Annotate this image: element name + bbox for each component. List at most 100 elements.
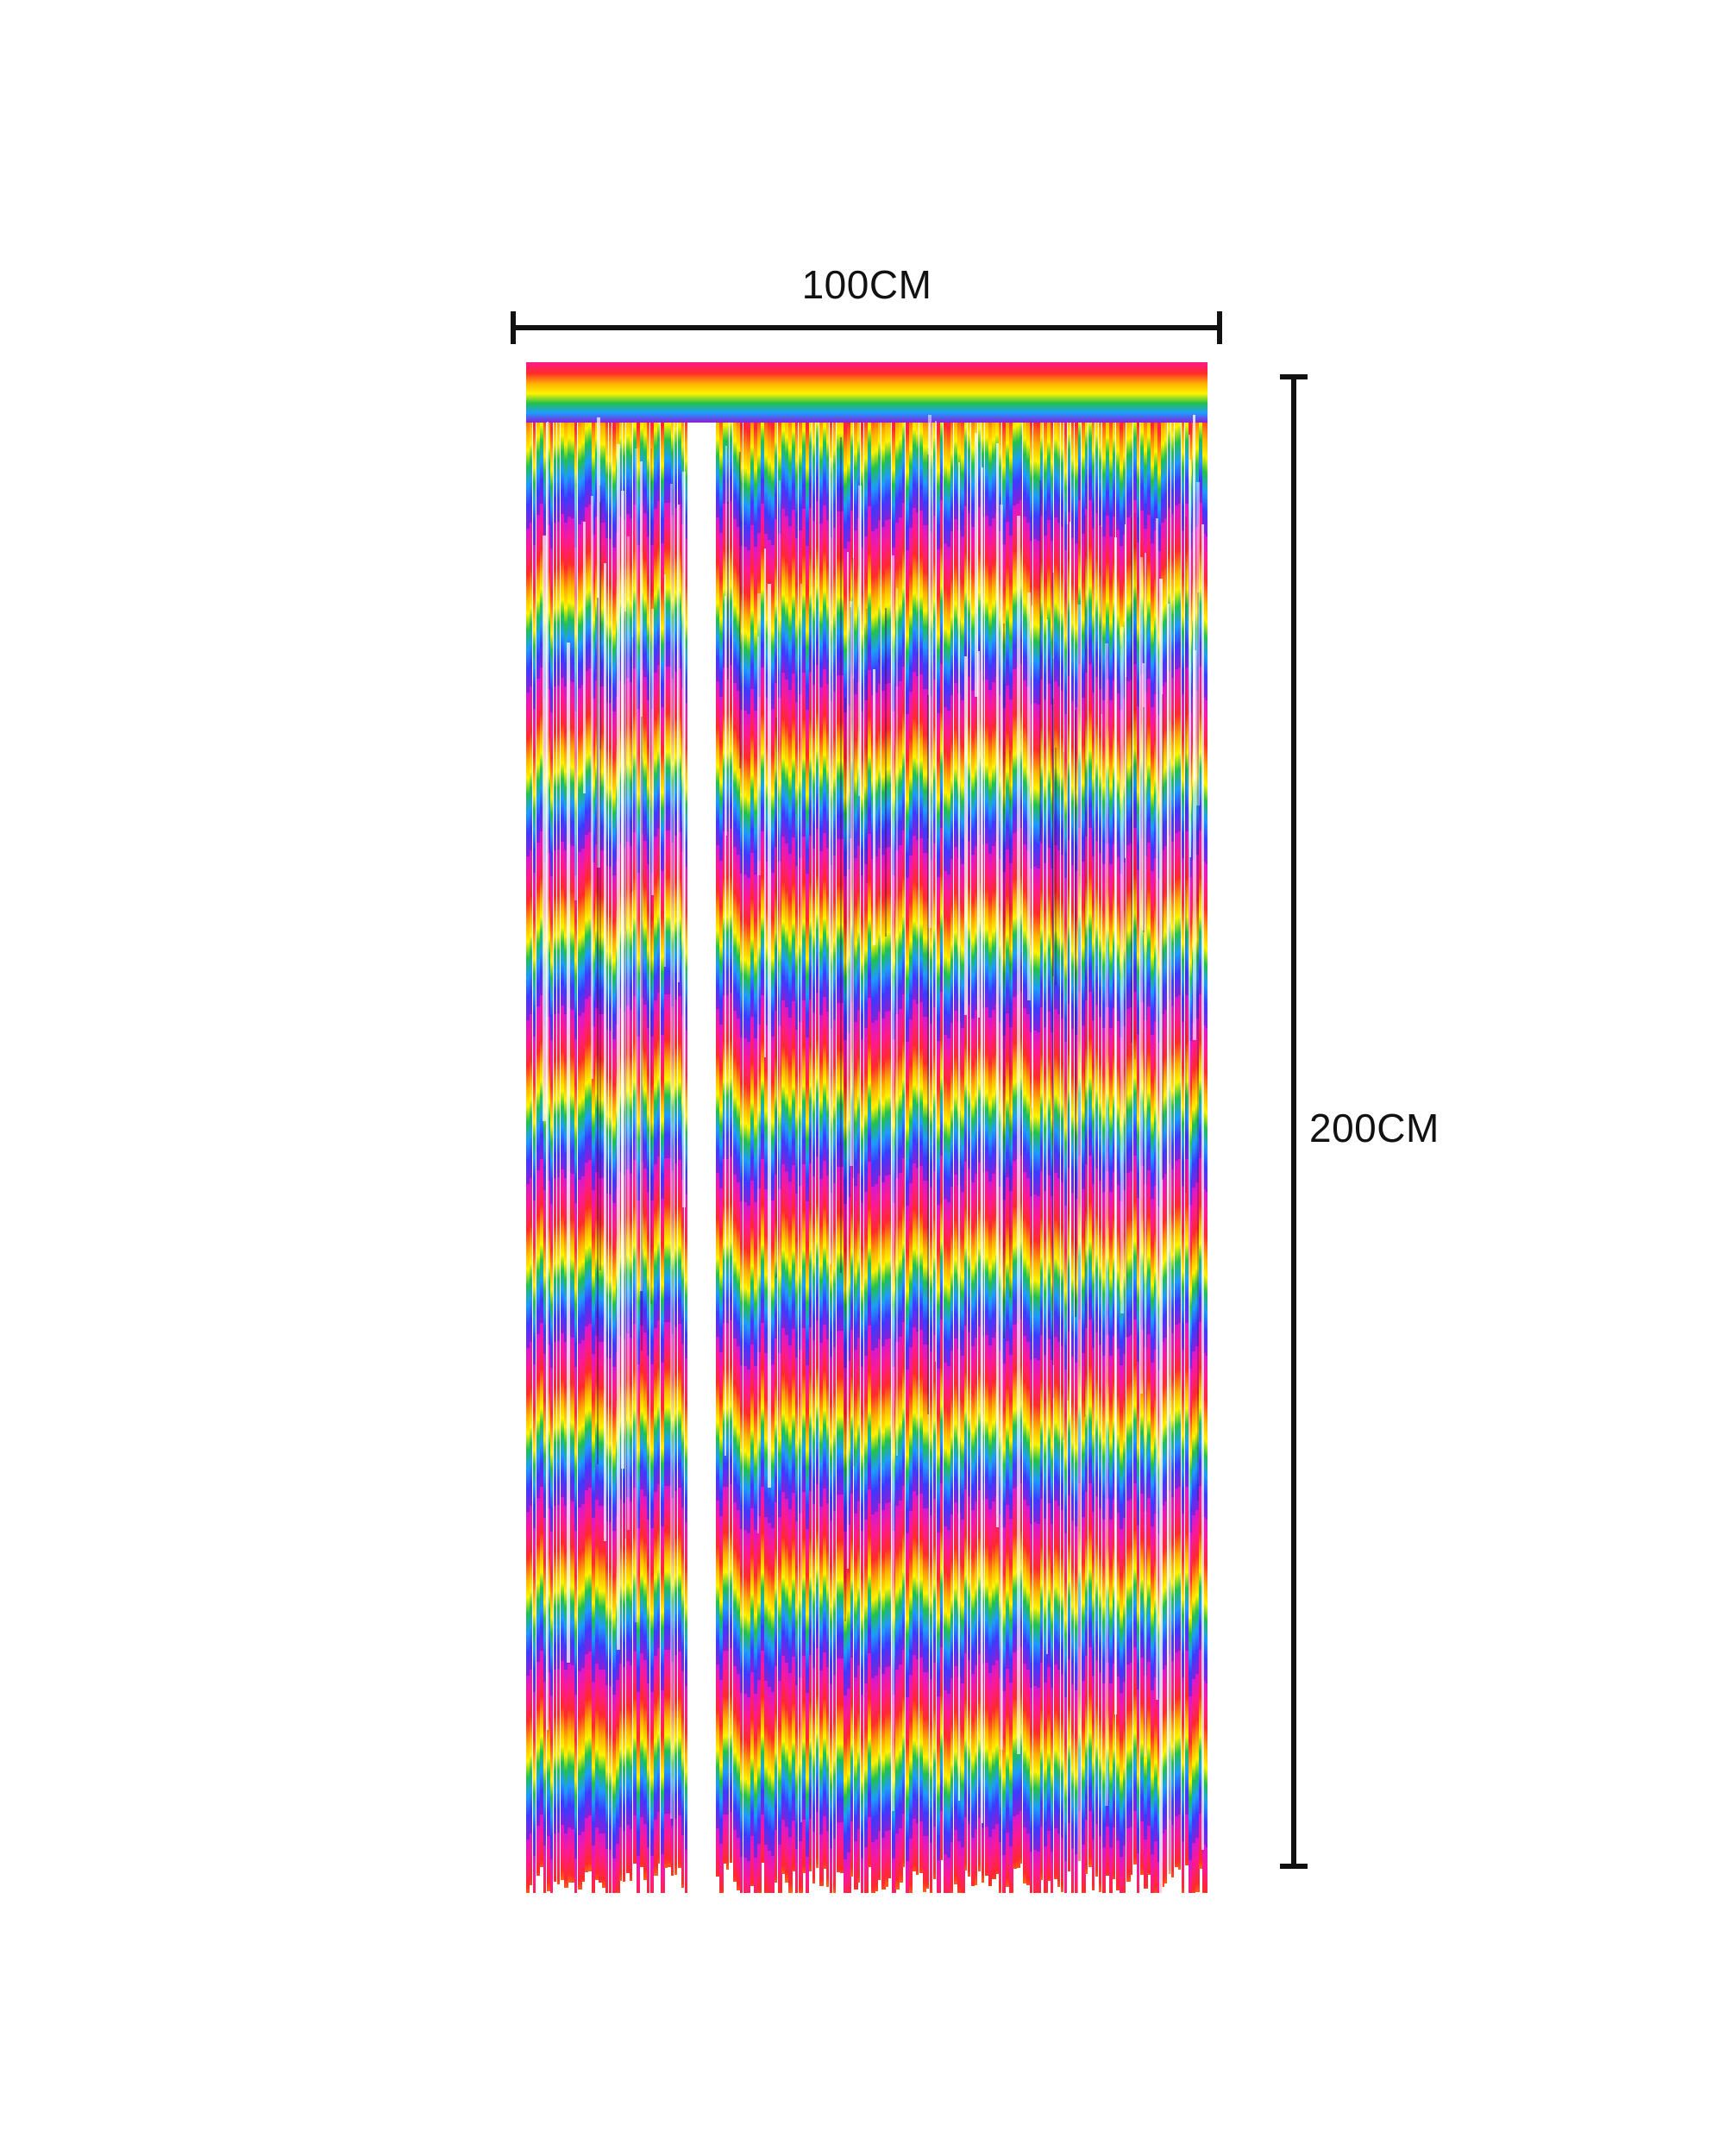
foil-strand — [1037, 411, 1041, 1893]
foil-strand — [1071, 408, 1074, 1893]
foil-strand — [1109, 407, 1113, 1893]
foil-strand — [592, 405, 595, 1893]
foil-strand — [678, 375, 681, 1868]
foil-strand — [1006, 392, 1009, 1887]
foil-highlight — [1070, 522, 1071, 1415]
foil-strand — [761, 374, 764, 1863]
foil-strand — [578, 395, 582, 1890]
foil-highlight — [627, 536, 630, 1530]
foil-strand — [1023, 387, 1027, 1883]
foil-strand — [857, 389, 860, 1883]
foil-strand — [1189, 420, 1193, 1893]
foil-highlight — [892, 555, 894, 1811]
foil-strand — [837, 382, 840, 1872]
foil-strand — [1106, 386, 1110, 1876]
foil-shadow — [850, 607, 851, 838]
foil-shadow — [1052, 699, 1054, 976]
foil-strand — [1099, 396, 1101, 1892]
foil-highlight — [597, 417, 600, 868]
foil-strand — [550, 419, 553, 1893]
foil-strand — [557, 392, 560, 1884]
foil-highlight — [928, 415, 932, 928]
foil-strand — [906, 421, 909, 1893]
foil-highlight — [1189, 460, 1191, 857]
foil-strand — [1192, 403, 1195, 1893]
foil-strand — [668, 373, 671, 1867]
foil-strand — [1078, 371, 1081, 1861]
foil-strand — [1061, 398, 1063, 1892]
foil-strand — [775, 390, 777, 1883]
foil-strand — [844, 419, 848, 1893]
foil-strand — [533, 416, 536, 1893]
foil-strand — [612, 418, 617, 1893]
foil-strand — [792, 380, 795, 1871]
foil-strand — [999, 402, 1001, 1893]
foil-strand — [926, 396, 929, 1889]
foil-strand — [806, 417, 809, 1893]
foil-highlight — [1196, 482, 1200, 805]
foil-strand — [1082, 404, 1086, 1893]
foil-strand — [840, 382, 844, 1873]
foil-shadow — [1143, 707, 1145, 932]
foil-strand — [1054, 388, 1057, 1879]
foil-strand — [871, 402, 875, 1893]
foil-strand — [902, 373, 905, 1867]
foil-strand — [1102, 407, 1106, 1893]
foil-strand — [933, 386, 936, 1879]
foil-shadow — [597, 598, 599, 1464]
height-dimension-cap-top — [1280, 374, 1308, 379]
foil-strand — [1092, 399, 1095, 1890]
foil-strand — [619, 387, 622, 1881]
foil-strand — [785, 386, 788, 1883]
foil-highlight — [800, 584, 802, 1822]
foil-highlight — [1193, 415, 1195, 780]
foil-strand — [1051, 411, 1053, 1893]
foil-strand — [975, 389, 977, 1885]
height-dimension-cap-bottom — [1280, 1864, 1308, 1869]
foil-strand — [1019, 371, 1022, 1864]
foil-strand — [968, 384, 970, 1877]
foil-highlight — [858, 486, 862, 796]
foil-strand — [1185, 374, 1189, 1865]
foil-highlight — [664, 574, 666, 967]
foil-shadow — [650, 448, 652, 1304]
foil-strand — [1164, 389, 1167, 1883]
foil-strand — [754, 417, 758, 1893]
foil-highlight — [975, 433, 977, 697]
foil-strand — [664, 373, 668, 1868]
foil-strand — [1178, 374, 1181, 1870]
foil-strand — [885, 391, 888, 1887]
foil-strand — [823, 376, 827, 1869]
foil-strand — [609, 410, 612, 1893]
foil-highlight — [1201, 524, 1204, 1850]
foil-strand — [654, 379, 658, 1876]
foil-highlight — [567, 642, 570, 1663]
foil-shadow — [1197, 592, 1199, 1501]
foil-highlight — [635, 448, 638, 1622]
foil-highlight — [1193, 650, 1196, 1040]
foil-strand — [881, 398, 886, 1890]
foil-shadow — [1039, 480, 1041, 841]
rainbow-fringe-curtain-image — [526, 362, 1208, 1893]
foil-strand — [650, 416, 654, 1893]
foil-shadow — [1009, 750, 1011, 1298]
width-dimension-label: 100CM — [801, 262, 932, 307]
foil-highlight — [678, 505, 680, 982]
foil-shadow — [844, 698, 846, 1621]
foil-strand — [1088, 371, 1093, 1867]
foil-strand — [764, 404, 768, 1893]
foil-shadow — [599, 486, 601, 749]
foil-highlight — [1046, 619, 1048, 1654]
foil-strand — [861, 418, 863, 1893]
height-dimension-label: 200CM — [1309, 1106, 1440, 1150]
foil-strand — [878, 391, 881, 1880]
foil-strand — [795, 409, 798, 1893]
foil-strand — [543, 405, 546, 1893]
foil-strand — [595, 387, 599, 1880]
foil-strand — [781, 379, 786, 1874]
foil-strand — [1033, 410, 1038, 1893]
foil-strand — [737, 398, 741, 1890]
foil-shadow — [1052, 573, 1054, 1365]
foil-strand — [1044, 406, 1048, 1893]
